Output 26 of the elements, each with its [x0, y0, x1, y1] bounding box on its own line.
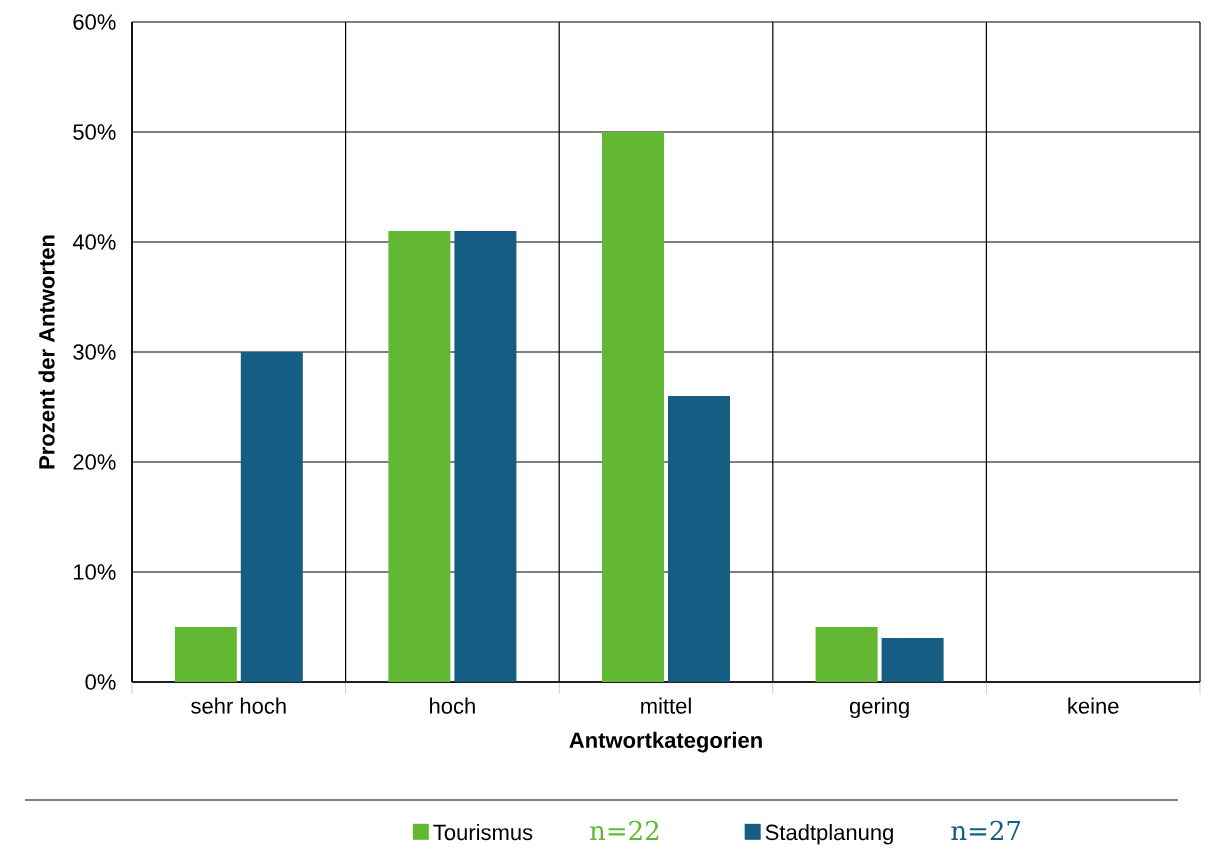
y-axis-title: Prozent der Antworten	[38, 235, 55, 469]
x-tick-label: sehr hoch	[191, 697, 286, 714]
bar	[815, 627, 878, 682]
y-tick-label: 30%	[73, 344, 116, 360]
text: n=27	[951, 820, 1021, 840]
bar	[602, 132, 664, 682]
bar	[388, 231, 451, 682]
bar	[240, 352, 303, 682]
y-tick-label: 40%	[72, 234, 116, 250]
y-tick-label: 10%	[74, 564, 116, 580]
x-tick-label: gering	[849, 697, 909, 719]
y-tick-label: 20%	[73, 454, 116, 470]
bar	[668, 396, 730, 682]
bar	[454, 231, 517, 682]
x-axis-title: Antwortkategorien	[569, 731, 762, 753]
y-tick-label: 0%	[85, 674, 116, 690]
text: n=22	[590, 820, 659, 840]
bar	[174, 627, 237, 682]
y-tick-label: 60%	[73, 14, 116, 30]
x-tick-label: keine	[1068, 697, 1119, 714]
legend-label: Tourismus	[433, 824, 533, 841]
legend-label: Stadtplanung	[765, 824, 893, 845]
x-tick-label: mittel	[641, 697, 691, 714]
y-tick-label: 50%	[73, 124, 116, 140]
bar	[881, 638, 944, 682]
x-tick-label: hoch	[430, 697, 475, 714]
